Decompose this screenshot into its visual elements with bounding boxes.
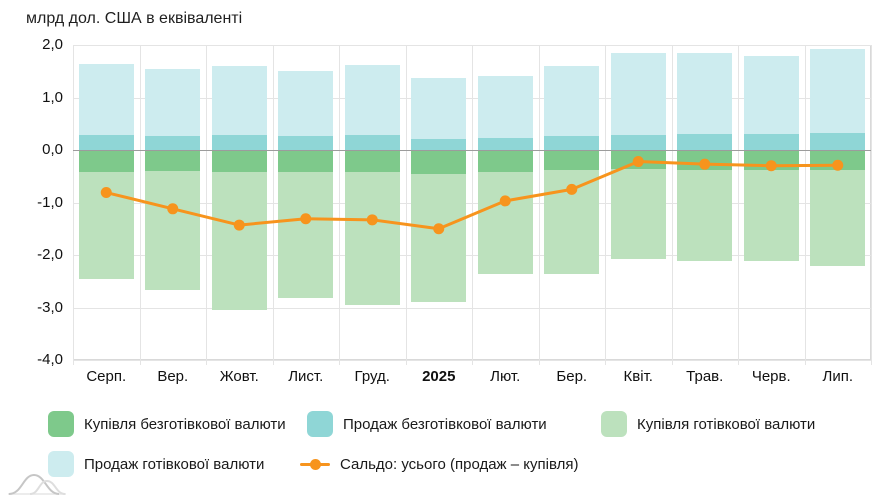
x-tick-label: Лип. [822, 368, 853, 385]
buy-noncash-swatch [48, 411, 74, 437]
gridline-vertical [272, 45, 274, 365]
x-tick-label: Квіт. [623, 368, 653, 385]
gridline-vertical [538, 45, 540, 365]
bar-segment-buy-cash[interactable] [278, 172, 334, 299]
x-tick-label: Серп. [86, 368, 127, 385]
bar-segment-sell-noncash[interactable] [344, 134, 400, 150]
x-tick-label: Трав. [686, 368, 724, 385]
x-tick-label: 2025 [422, 368, 456, 385]
bar-segment-sell-noncash[interactable] [411, 138, 467, 150]
gridline-vertical [139, 45, 141, 365]
legend-item-buy-noncash[interactable]: Купівля безготівкової валюти [48, 410, 286, 438]
legend-label: Продаж безготівкової валюти [343, 415, 547, 433]
bar-segment-sell-cash[interactable] [278, 71, 334, 136]
bar-segment-buy-noncash[interactable] [544, 150, 600, 171]
buy-cash-swatch [601, 411, 627, 437]
bar-segment-sell-noncash[interactable] [677, 134, 733, 150]
legend-item-sell-cash[interactable]: Продаж готівкової валюти [48, 450, 264, 478]
bar-segment-buy-noncash[interactable] [477, 150, 533, 173]
bar-segment-sell-cash[interactable] [743, 55, 799, 135]
gridline-vertical [804, 45, 806, 365]
bar-segment-buy-cash[interactable] [211, 172, 267, 311]
x-tick-label: Лист. [288, 368, 324, 385]
bar-segment-sell-noncash[interactable] [211, 135, 267, 150]
bar-segment-sell-cash[interactable] [344, 64, 400, 135]
saldo-line-icon [300, 458, 330, 470]
bar-segment-buy-noncash[interactable] [411, 150, 467, 174]
bar-segment-buy-cash[interactable] [145, 171, 201, 291]
bar-segment-sell-noncash[interactable] [810, 132, 866, 150]
bar-segment-sell-noncash[interactable] [743, 134, 799, 150]
chart-title: млрд дол. США в еквіваленті [26, 10, 243, 27]
bar-segment-buy-cash[interactable] [344, 172, 400, 305]
bar-segment-sell-noncash[interactable] [78, 135, 134, 150]
zero-gridline [73, 150, 871, 151]
gridline-vertical [405, 45, 407, 365]
gridline-vertical [671, 45, 673, 365]
bar-segment-buy-noncash[interactable] [145, 150, 201, 171]
bar-segment-buy-noncash[interactable] [278, 150, 334, 173]
bar-segment-buy-noncash[interactable] [810, 150, 866, 170]
legend-item-sell-noncash[interactable]: Продаж безготівкової валюти [307, 410, 547, 438]
gridline-vertical [605, 45, 606, 365]
bar-segment-buy-cash[interactable] [743, 169, 799, 261]
bar-segment-sell-cash[interactable] [544, 66, 600, 137]
bar-segment-sell-cash[interactable] [411, 77, 467, 139]
legend-label: Продаж готівкової валюти [84, 455, 265, 473]
y-tick-label: 2,0 [42, 36, 63, 53]
bar-segment-buy-cash[interactable] [411, 173, 467, 302]
bar-segment-sell-cash[interactable] [78, 64, 134, 136]
legend-label: Купівля готівкової валюти [637, 415, 816, 433]
bar-segment-sell-noncash[interactable] [610, 134, 666, 150]
bar-segment-buy-cash[interactable] [477, 172, 533, 275]
x-tick-label: Вер. [157, 368, 189, 385]
bar-segment-sell-cash[interactable] [810, 48, 866, 133]
x-tick-label: Бер. [556, 368, 588, 385]
bar-segment-buy-cash[interactable] [78, 171, 134, 279]
y-tick-label: 0,0 [42, 141, 63, 158]
bar-segment-buy-cash[interactable] [810, 169, 866, 266]
legend-label: Сальдо: усього (продаж – купівля) [340, 455, 579, 473]
y-tick-label: -2,0 [37, 246, 63, 263]
bar-segment-buy-noncash[interactable] [78, 150, 134, 172]
bar-segment-buy-noncash[interactable] [677, 150, 733, 170]
y-tick-label: -4,0 [37, 351, 63, 368]
gridline-vertical [738, 45, 739, 365]
y-tick-label: -1,0 [37, 193, 63, 211]
gridline-vertical [472, 45, 473, 365]
watermark-logo [8, 473, 66, 495]
gridline-vertical [871, 45, 872, 365]
gridline-vertical [339, 45, 340, 365]
bar-segment-sell-noncash[interactable] [278, 135, 334, 150]
x-tick-label: Лют. [490, 368, 521, 385]
bar-segment-buy-noncash[interactable] [211, 150, 267, 173]
bar-segment-buy-cash[interactable] [544, 170, 600, 274]
legend-label: Купівля безготівкової валюти [84, 415, 286, 433]
bar-segment-sell-cash[interactable] [477, 75, 533, 139]
x-tick-label: Черв. [751, 368, 791, 385]
bar-segment-sell-noncash[interactable] [145, 135, 201, 150]
x-tick-label: Жовт. [219, 368, 259, 385]
bar-segment-buy-noncash[interactable] [743, 150, 799, 170]
bar-segment-sell-cash[interactable] [211, 66, 267, 136]
bar-segment-buy-cash[interactable] [677, 169, 733, 262]
bar-segment-buy-cash[interactable] [610, 169, 666, 260]
bar-segment-buy-noncash[interactable] [610, 150, 666, 170]
bar-segment-sell-cash[interactable] [610, 52, 666, 135]
sell-cash-swatch [48, 451, 74, 477]
legend-item-buy-cash[interactable]: Купівля готівкової валюти [601, 410, 815, 438]
bar-segment-sell-cash[interactable] [145, 68, 201, 136]
gridline-vertical [206, 45, 207, 365]
bar-segment-sell-noncash[interactable] [544, 136, 600, 150]
sell-noncash-swatch [307, 411, 333, 437]
bar-segment-sell-noncash[interactable] [477, 138, 533, 150]
bar-segment-sell-cash[interactable] [677, 53, 733, 135]
x-tick-label: Груд. [354, 368, 390, 385]
y-tick-label: 1,0 [42, 88, 63, 106]
legend-item-saldo[interactable]: Сальдо: усього (продаж – купівля) [300, 450, 578, 478]
y-tick-label: -3,0 [37, 298, 63, 316]
bar-segment-buy-noncash[interactable] [344, 150, 400, 173]
gridline-vertical [73, 45, 74, 365]
